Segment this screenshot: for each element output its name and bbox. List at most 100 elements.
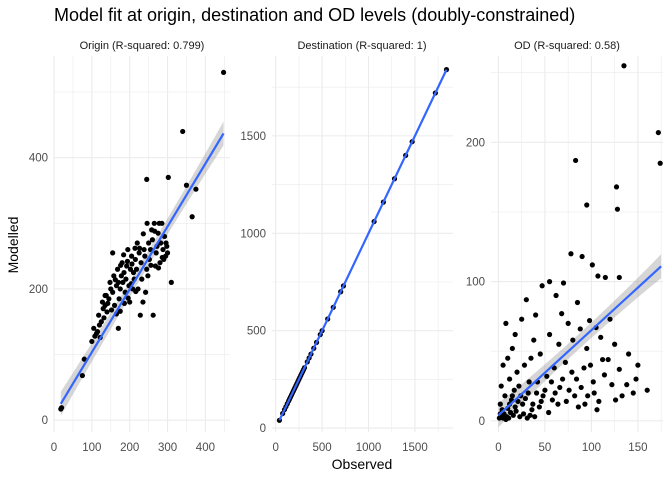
data-point (102, 292, 108, 299)
data-point (584, 345, 590, 352)
data-point (538, 398, 544, 404)
data-point (120, 279, 126, 285)
data-point (111, 273, 117, 279)
data-point (168, 279, 174, 285)
data-point (91, 325, 97, 331)
data-point (520, 401, 526, 407)
gridlines-od (491, 56, 663, 432)
data-point (123, 276, 129, 282)
y-tick-label: 500 (247, 326, 266, 338)
data-point (124, 263, 130, 269)
data-point (575, 404, 581, 410)
data-point (502, 393, 508, 399)
data-point (607, 316, 613, 322)
y-tick-label: 100 (466, 277, 485, 289)
data-point (594, 407, 600, 413)
data-point (124, 258, 131, 264)
data-point (590, 379, 596, 385)
data-point (546, 331, 553, 338)
data-point (146, 240, 152, 246)
data-point (599, 356, 606, 363)
data-point (655, 129, 661, 136)
x-tick-label: 1000 (356, 442, 382, 454)
data-point (539, 283, 545, 289)
data-point (533, 312, 539, 318)
data-point (573, 157, 579, 164)
data-point (568, 251, 574, 257)
data-point (523, 297, 529, 303)
data-point (104, 309, 110, 315)
data-point (58, 405, 65, 411)
data-point (612, 397, 619, 403)
data-point (127, 299, 133, 305)
fit-line-origin (59, 132, 225, 405)
data-point (586, 317, 593, 324)
data-point (570, 337, 576, 343)
data-point (563, 398, 569, 404)
data-point (644, 387, 650, 393)
facet-title-destination: Destination (R-squared: 1) (297, 40, 426, 52)
data-point (183, 182, 190, 188)
data-point (511, 387, 517, 393)
data-point (497, 401, 503, 407)
data-point (614, 206, 621, 212)
data-point (140, 231, 146, 237)
data-point (598, 334, 604, 340)
data-point (152, 228, 158, 234)
data-point (626, 351, 632, 357)
y-tick-label: 0 (42, 415, 48, 427)
data-point (657, 160, 663, 166)
x-tick-label: 50 (539, 442, 552, 454)
data-point (138, 260, 144, 266)
y-tick-label: 0 (479, 416, 485, 428)
data-point (509, 393, 515, 399)
data-point (591, 390, 597, 396)
data-point (526, 379, 532, 385)
data-point (116, 296, 122, 302)
data-point (149, 237, 156, 243)
data-point (98, 319, 104, 325)
data-point (125, 295, 131, 301)
data-point (101, 315, 107, 321)
data-point (555, 401, 561, 407)
x-tick-label: 400 (196, 442, 215, 454)
data-point (578, 384, 584, 391)
data-point (552, 390, 558, 396)
data-point (144, 266, 150, 272)
data-point (89, 338, 95, 345)
data-point (517, 414, 523, 420)
data-point (522, 395, 529, 402)
data-point (165, 174, 171, 180)
data-point (574, 299, 581, 306)
data-point (559, 311, 565, 317)
data-point (111, 302, 118, 308)
data-point (510, 412, 516, 418)
points-origin (58, 69, 227, 412)
data-point (110, 250, 116, 256)
data-point (624, 382, 630, 388)
data-point (536, 404, 542, 410)
data-point (136, 250, 142, 256)
data-point (220, 69, 227, 76)
x-tick-label: 100 (582, 442, 601, 454)
data-point (141, 246, 147, 253)
x-tick-label: 100 (82, 442, 101, 454)
data-point (589, 262, 595, 268)
x-axis-title: Observed (332, 456, 393, 472)
data-point (533, 390, 540, 396)
facet-title-origin: Origin (R-squared: 0.799) (80, 40, 205, 52)
data-point (577, 326, 583, 332)
data-point (605, 356, 611, 363)
data-point (153, 250, 159, 256)
y-tick-label: 0 (260, 423, 266, 435)
data-point (602, 274, 608, 281)
y-tick-label: 200 (29, 284, 48, 296)
data-point (509, 345, 515, 352)
data-point (525, 390, 531, 396)
data-point (164, 250, 171, 256)
data-point (544, 373, 550, 379)
data-point (145, 273, 151, 279)
data-point (118, 262, 124, 268)
data-point (117, 308, 123, 314)
